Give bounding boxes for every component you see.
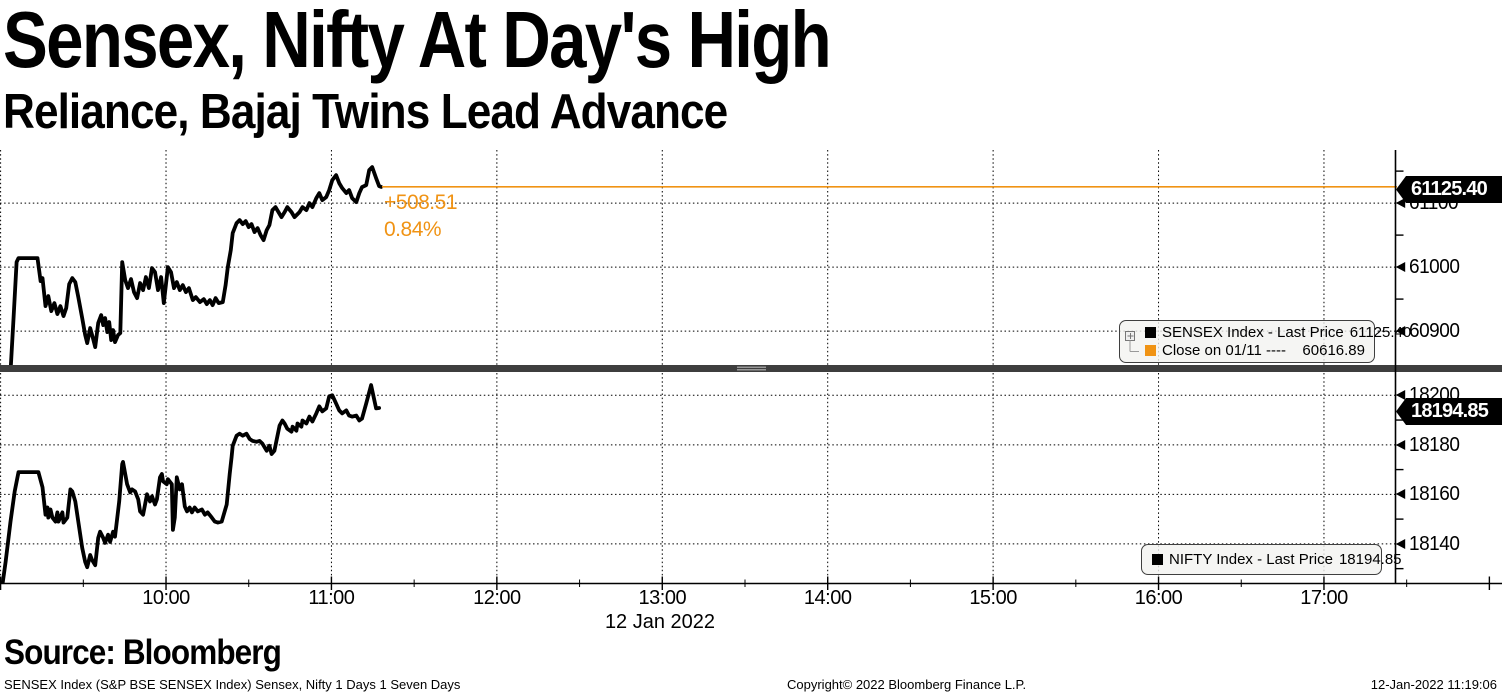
source-label: Source: Bloomberg: [4, 633, 282, 672]
x-axis-date-label: 12 Jan 2022: [604, 611, 716, 633]
legend-value: 60616.89: [1302, 342, 1365, 360]
y-axis-label: 18140: [1395, 532, 1460, 555]
close-series-swatch-icon: [1145, 345, 1156, 357]
legend-label: SENSEX Index - Last Price: [1162, 323, 1344, 341]
x-axis-label: 17:00: [1300, 587, 1348, 609]
legend-label: NIFTY Index - Last Price: [1169, 551, 1333, 568]
panel-separator[interactable]: [0, 365, 1502, 372]
x-axis-label: 14:00: [803, 587, 852, 609]
price-tag-sensex: 61125.40: [1396, 176, 1502, 203]
x-axis-label: 11:00: [308, 587, 355, 609]
gridlines-top: [0, 150, 1395, 365]
change-percent: 0.84%: [384, 218, 442, 241]
legend-row-sensex[interactable]: SENSEX Index - Last Price 61125.40: [1145, 323, 1411, 341]
y-axis-label: 18180: [1395, 433, 1460, 456]
y-axis-label: 61000: [1395, 256, 1460, 279]
footer-copyright: Copyright© 2022 Bloomberg Finance L.P.: [787, 677, 1027, 692]
tree-expand-icon[interactable]: [1124, 327, 1142, 359]
legend-value: 61125.40: [1349, 323, 1412, 341]
legend-sensex[interactable]: SENSEX Index - Last Price 61125.40 Close…: [1119, 320, 1411, 363]
legend-row-close[interactable]: Close on 01/11 ---- 60616.89: [1145, 342, 1365, 360]
footer-timestamp: 12-Jan-2022 11:19:06: [1370, 677, 1497, 692]
price-tag-nifty: 18194.85: [1396, 398, 1502, 425]
page-title: Sensex, Nifty At Day's High: [3, 0, 832, 84]
footer-chart-description: SENSEX Index (S&P BSE SENSEX Index) Sens…: [4, 677, 461, 692]
change-value: +508.51: [384, 191, 458, 214]
y-axis-label: 18160: [1395, 483, 1460, 506]
legend-value: 18194.85: [1338, 551, 1402, 568]
legend-label: Close on 01/11 ----: [1162, 342, 1286, 360]
sensex-series-swatch-icon: [1145, 326, 1156, 338]
x-axis-label: 12:00: [473, 587, 521, 609]
legend-row-nifty[interactable]: NIFTY Index - Last Price 18194.85: [1152, 551, 1402, 569]
nifty-series-swatch-icon: [1152, 554, 1163, 565]
x-axis-label: 10:00: [142, 587, 190, 609]
y-axis-label: 60900: [1395, 320, 1460, 343]
gridlines-bottom: [0, 373, 1395, 584]
x-axis-label: 13:00: [638, 587, 687, 609]
change-annotation: +508.51 0.84%: [384, 189, 458, 243]
x-axis-label: 15:00: [969, 587, 1017, 609]
legend-nifty[interactable]: NIFTY Index - Last Price 18194.85: [1141, 544, 1402, 575]
page-subtitle: Reliance, Bajaj Twins Lead Advance: [3, 85, 728, 139]
x-axis-label: 16:00: [1134, 587, 1183, 609]
series-line-nifty: [0, 383, 382, 584]
series-line-sensex: [8, 165, 384, 365]
